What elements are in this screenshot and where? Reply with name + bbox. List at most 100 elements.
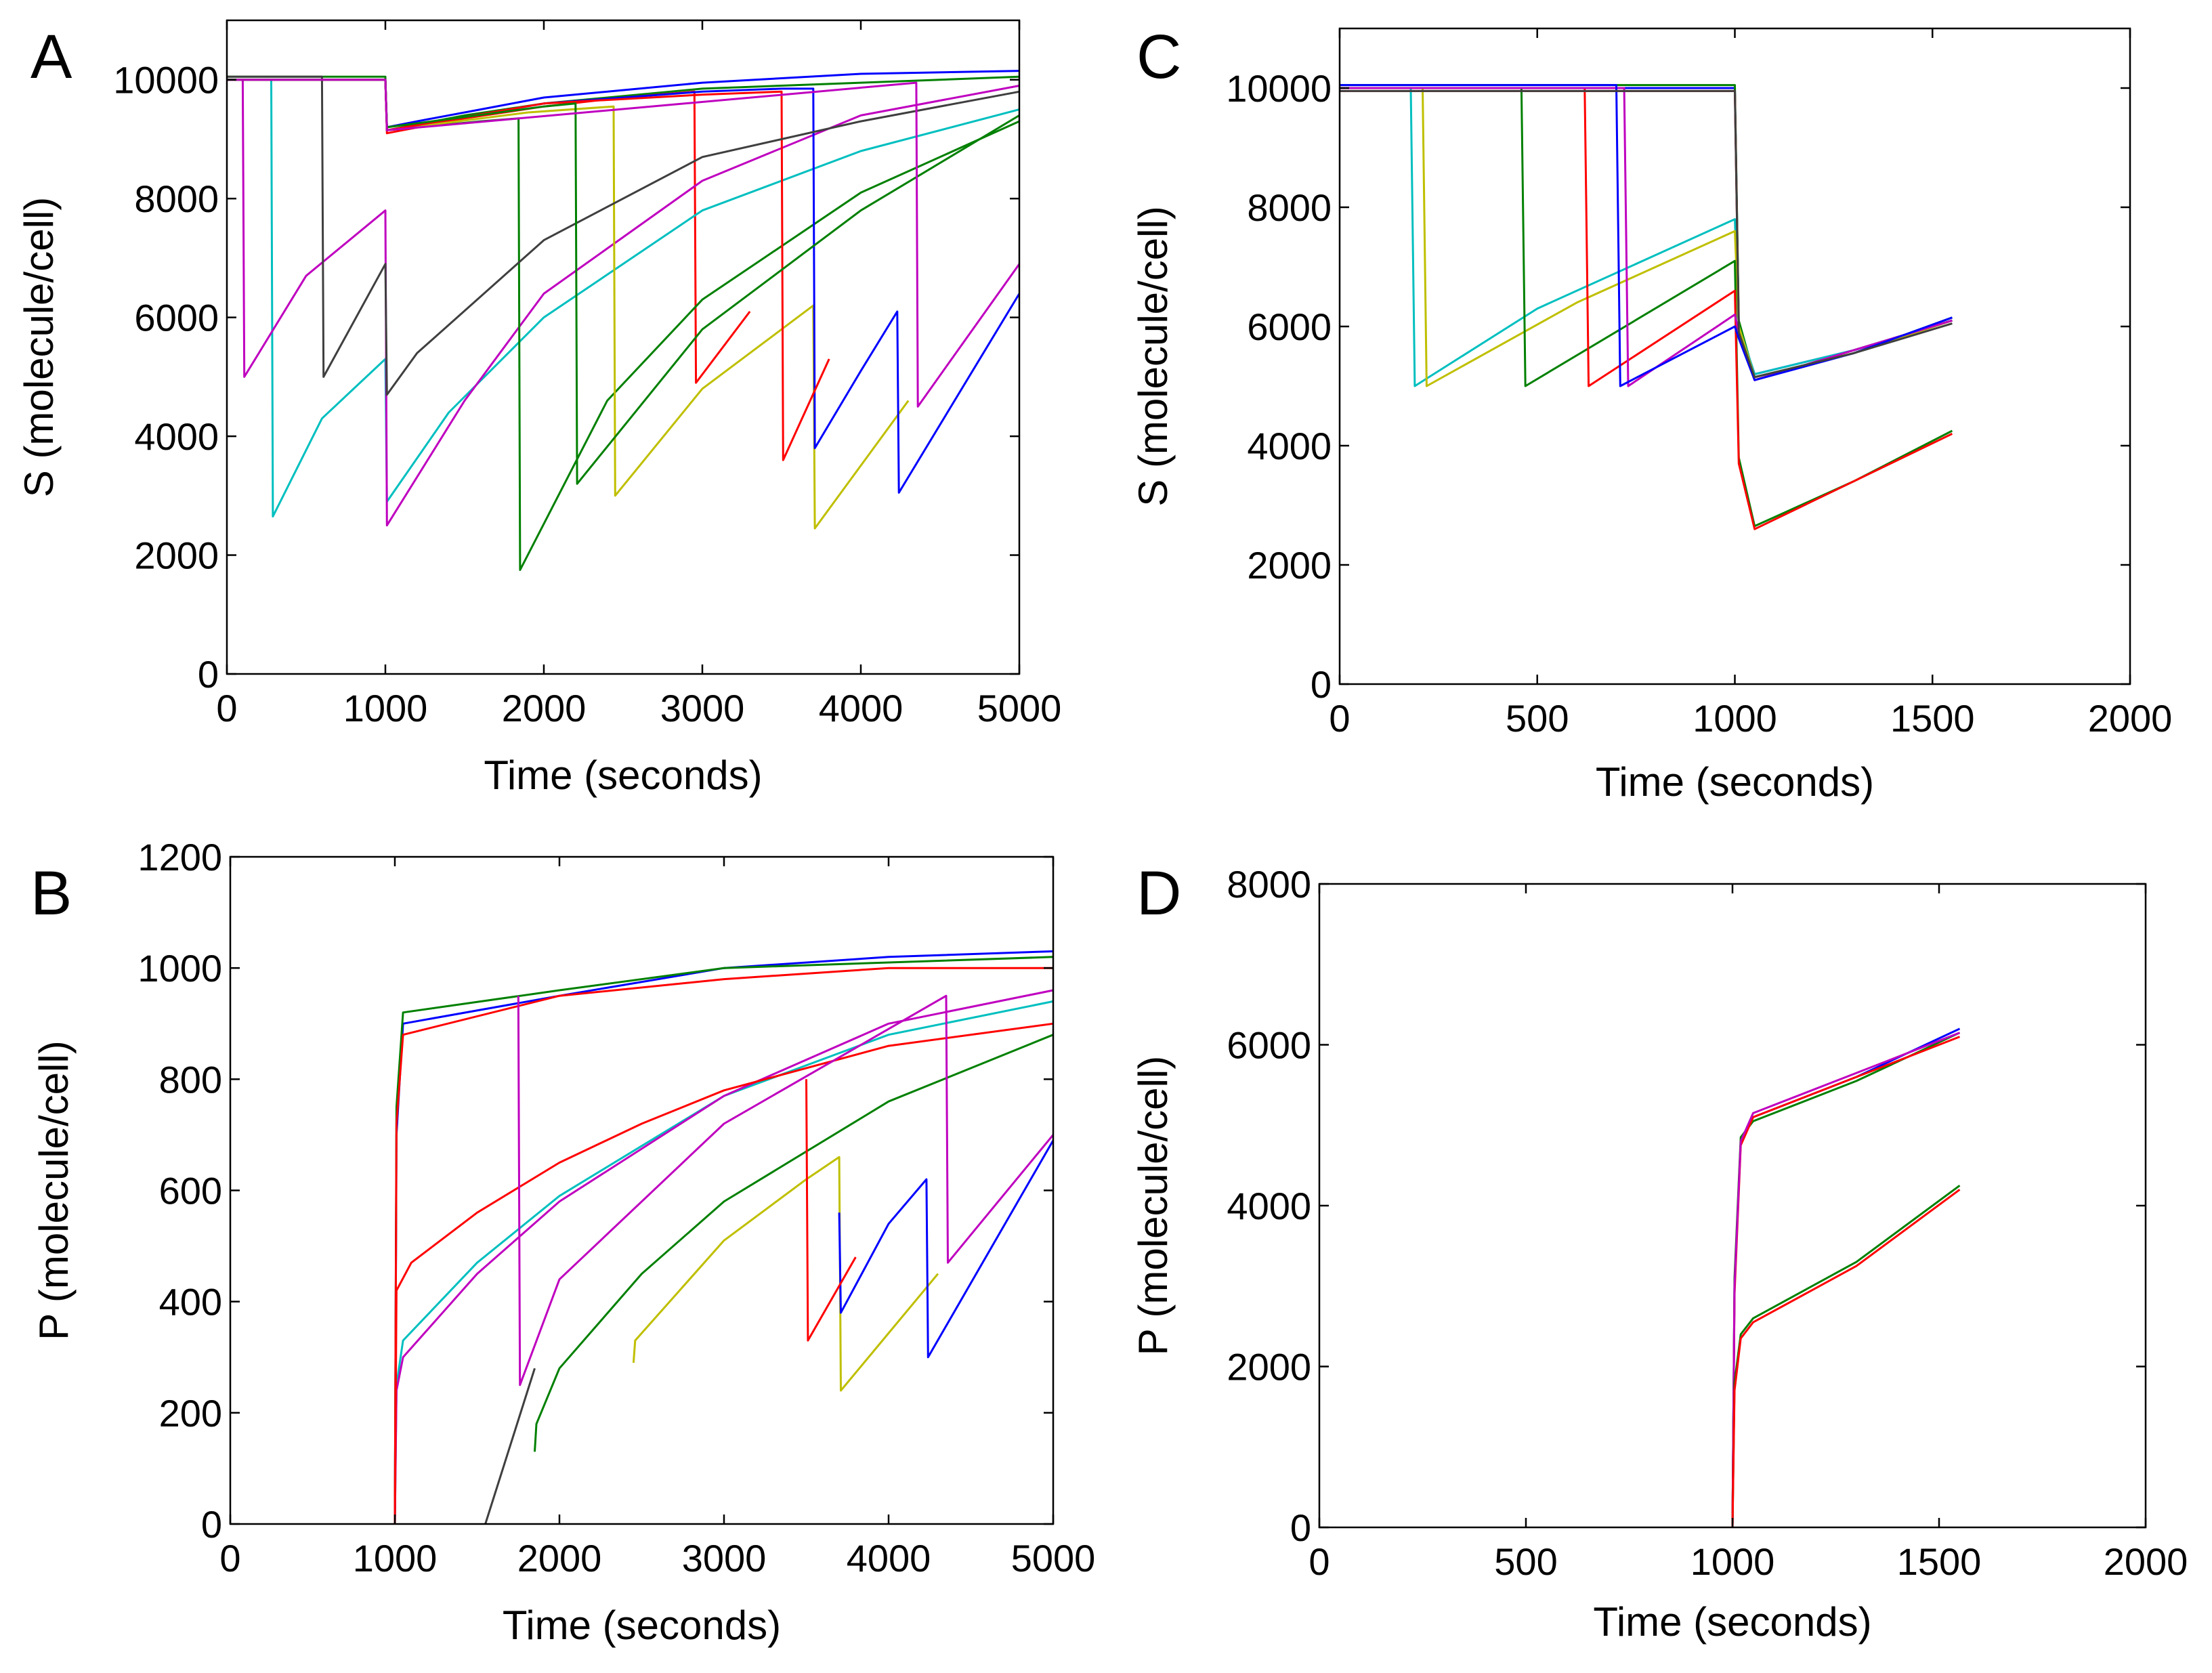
y-tick-label-b-0: 0 [201, 1503, 222, 1546]
series-line-c-1 [1340, 87, 1953, 375]
panel-label-b: B [30, 859, 72, 928]
series-line-a-6 [227, 79, 1020, 571]
x-tick-label-b-4: 4000 [847, 1537, 931, 1580]
panel-c: 0 500 1000 1500 2000 0 2000 4000 6000 8000 10000 Ti… [1130, 22, 2173, 805]
y-tick-label-d-2: 4000 [1227, 1185, 1311, 1227]
panel-label-a: A [30, 22, 72, 91]
panel-label-d: D [1136, 859, 1181, 928]
y-axis-label-b: P (molecule/cell) [31, 1040, 77, 1340]
x-tick-label-b-2: 2000 [517, 1537, 602, 1580]
plot-frame-a [226, 19, 1021, 675]
series-line-c-4 [1340, 87, 1953, 387]
series-group-b [394, 950, 1055, 1525]
y-tick-label-a-0: 0 [198, 653, 219, 696]
y-axis-label-d: P (molecule/cell) [1130, 1056, 1176, 1355]
x-tick-label-c-4: 2000 [2088, 697, 2173, 740]
series-line-d-3 [1731, 1036, 1961, 1528]
x-tick-label-a-3: 3000 [660, 687, 745, 729]
x-tick-label-b-3: 3000 [682, 1537, 767, 1580]
x-tick-label-c-1: 500 [1506, 697, 1569, 740]
x-axis-label-d: Time (seconds) [1593, 1599, 1871, 1645]
x-tick-label-c-0: 0 [1329, 697, 1350, 740]
series-line-c-7 [1340, 87, 1953, 530]
panel-a: 0 1000 2000 3000 4000 5000 0 2000 4000 6000 8000 10… [16, 19, 1062, 798]
series-line-d-5 [1731, 1185, 1961, 1528]
series-line-a-7 [227, 79, 910, 530]
y-tick-label-a-4: 8000 [134, 177, 219, 220]
y-tick-label-c-2: 4000 [1247, 425, 1332, 467]
y-axis-label-c: S (molecule/cell) [1130, 206, 1176, 506]
y-tick-label-d-4: 8000 [1227, 863, 1311, 906]
series-line-a-12 [227, 79, 1021, 408]
series-line-b-10 [805, 1079, 857, 1342]
series-line-b-2 [394, 956, 1054, 1525]
y-tick-label-a-2: 4000 [134, 415, 219, 458]
y-tick-label-d-0: 0 [1290, 1506, 1311, 1549]
series-line-d-6 [1731, 1189, 1961, 1528]
y-tick-label-b-6: 1200 [137, 836, 222, 878]
series-line-a-4 [227, 79, 1020, 517]
series-line-b-6 [394, 1022, 1054, 1525]
x-tick-label-a-1: 1000 [343, 687, 428, 729]
series-line-b-4 [394, 1000, 1054, 1525]
y-tick-label-b-1: 200 [159, 1392, 222, 1435]
y-tick-label-a-1: 2000 [134, 534, 219, 577]
series-line-b-5 [394, 989, 1054, 1525]
series-line-c-8 [1340, 87, 1953, 387]
series-line-a-5 [227, 79, 1020, 527]
y-tick-label-d-1: 2000 [1227, 1346, 1311, 1389]
series-line-c-5 [1340, 87, 1953, 387]
series-group-a [227, 70, 1021, 571]
plot-frame-b [229, 855, 1055, 1525]
y-tick-label-b-4: 800 [159, 1058, 222, 1101]
x-tick-label-d-2: 1000 [1690, 1540, 1775, 1583]
x-tick-label-b-5: 5000 [1011, 1537, 1096, 1580]
x-axis-label-a: Time (seconds) [484, 753, 762, 798]
series-line-a-9 [227, 79, 830, 461]
series-line-c-3 [1340, 89, 1953, 381]
x-tick-label-d-4: 2000 [2104, 1540, 2188, 1583]
x-tick-label-d-1: 500 [1494, 1540, 1557, 1583]
series-line-b-3 [394, 967, 1053, 1525]
x-tick-label-b-0: 0 [219, 1537, 240, 1580]
series-line-c-10 [1340, 89, 1953, 379]
panel-d: 0 500 1000 1500 2000 0 2000 4000 6000 8000 Time (s… [1130, 859, 2188, 1645]
series-line-c-2 [1340, 84, 1953, 379]
series-line-c-9 [1340, 84, 1953, 387]
series-line-b-9 [838, 1139, 1055, 1359]
y-tick-label-a-5: 10000 [113, 59, 219, 102]
x-axis-label-b: Time (seconds) [503, 1603, 781, 1648]
panel-label-c: C [1136, 22, 1181, 91]
series-line-b-8 [632, 1156, 939, 1392]
series-line-a-10 [227, 75, 1020, 396]
y-tick-label-c-3: 6000 [1247, 305, 1332, 348]
x-tick-label-c-3: 1500 [1890, 697, 1975, 740]
y-tick-label-d-3: 6000 [1227, 1024, 1311, 1067]
y-tick-label-c-4: 8000 [1247, 186, 1332, 229]
x-axis-label-c: Time (seconds) [1596, 759, 1874, 805]
series-group-c [1340, 84, 1953, 530]
y-tick-label-b-5: 1000 [137, 947, 222, 990]
x-tick-label-a-5: 5000 [977, 687, 1062, 729]
x-tick-label-d-0: 0 [1309, 1540, 1330, 1583]
y-axis-label-a: S (molecule/cell) [16, 197, 62, 497]
x-tick-label-a-0: 0 [216, 687, 237, 729]
x-tick-label-a-2: 2000 [502, 687, 587, 729]
series-line-d-4 [1731, 1032, 1961, 1528]
series-line-b-12 [484, 1368, 536, 1525]
series-line-d-1 [1731, 1028, 1961, 1528]
y-tick-label-a-3: 6000 [134, 297, 219, 339]
y-tick-label-b-2: 400 [159, 1281, 222, 1323]
series-line-b-7 [534, 1034, 1054, 1452]
x-tick-label-d-3: 1500 [1897, 1540, 1982, 1583]
y-tick-label-c-0: 0 [1311, 663, 1332, 706]
x-tick-label-a-4: 4000 [819, 687, 903, 729]
series-line-c-6 [1340, 87, 1953, 528]
x-tick-label-b-1: 1000 [353, 1537, 438, 1580]
series-line-b-11 [517, 994, 1055, 1386]
y-tick-label-c-5: 10000 [1226, 67, 1332, 110]
x-tick-label-c-2: 1000 [1693, 697, 1777, 740]
y-tick-label-c-1: 2000 [1247, 544, 1332, 587]
panel-b: 0 1000 2000 3000 4000 5000 0 200 400 600 800 1000 12… [30, 836, 1096, 1648]
y-tick-label-b-3: 600 [159, 1170, 222, 1212]
